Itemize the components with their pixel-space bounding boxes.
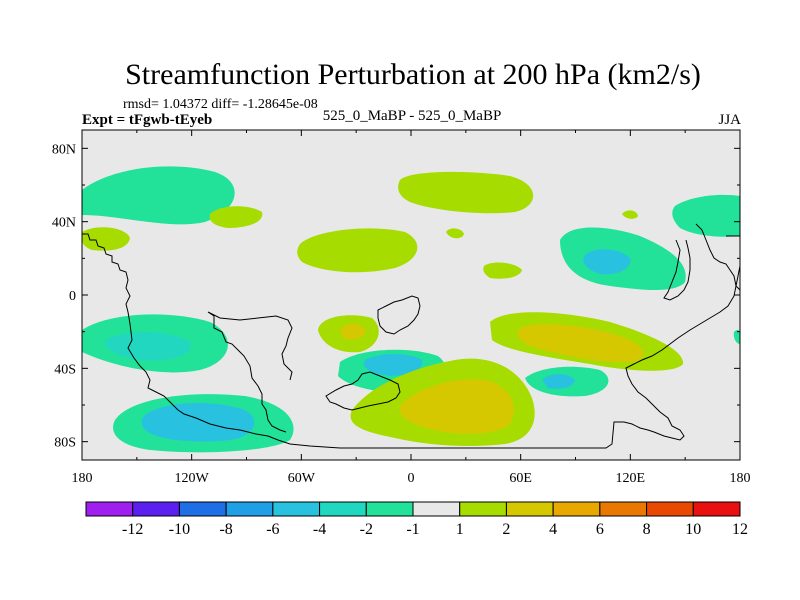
contour-east-edge [733, 329, 740, 344]
axes: 180 120W 60W 0 60E 120E 180 80N 40N 0 40S 80S [52, 130, 751, 486]
colorbar-swatch [459, 501, 507, 517]
colorbar-swatch [319, 501, 367, 517]
colorbar-swatch [132, 501, 180, 517]
contour-sc-core [363, 354, 423, 376]
colorbar-label: -12 [122, 521, 143, 538]
coast-central-continent [207, 311, 293, 433]
plot-area [82, 130, 740, 460]
colorbar-label: -1 [406, 521, 419, 538]
colorbar-label: -8 [219, 521, 232, 538]
contour-n-central [297, 228, 418, 273]
contours-positive [82, 171, 684, 446]
colorbar-label: 10 [685, 521, 701, 538]
colorbar-label: 6 [596, 521, 604, 538]
x-tick-label: 120E [616, 471, 646, 486]
colorbar-label: 12 [732, 521, 748, 538]
colorbar: -12 -10 -8 -6 -4 -2 -1 1 2 4 6 8 10 12 [85, 501, 748, 538]
coast-nw-landmass [82, 233, 740, 449]
contour-se-core [542, 374, 575, 389]
colorbar-label: -6 [266, 521, 279, 538]
colorbar-swatch [412, 501, 461, 517]
contour-nw-small [209, 206, 263, 228]
colorbar-swatch [178, 501, 227, 517]
x-tick-label: 180 [730, 471, 751, 486]
colorbar-swatch [599, 501, 648, 517]
contour-equator-east [483, 262, 522, 279]
contour-west-edge [82, 227, 130, 251]
x-tick-label: 180 [72, 471, 93, 486]
contour-ne-corner [672, 194, 740, 237]
colorbar-label: -4 [313, 521, 326, 538]
colorbar-label: 4 [549, 521, 557, 538]
stats-label: rmsd= 1.04372 diff= -1.28645e-08 [123, 97, 318, 112]
colorbar-swatch [85, 501, 134, 517]
contour-equator-dot [446, 228, 464, 239]
colorbar-label: 8 [643, 521, 651, 538]
contour-s-polar-core [141, 403, 255, 442]
coastlines [82, 223, 740, 449]
y-tick-label: 0 [69, 289, 76, 304]
coast-ne-continent [663, 223, 740, 301]
colorbar-swatch [646, 501, 694, 517]
contour-nw-band [82, 166, 235, 225]
colorbar-swatch [505, 501, 554, 517]
contour-s-central-core [340, 324, 366, 340]
x-tick-label: 120W [175, 471, 210, 486]
y-tick-label: 40S [54, 362, 76, 377]
colorbar-label: -2 [360, 521, 373, 538]
colorbar-swatch [272, 501, 321, 517]
x-tick-label: 0 [408, 471, 415, 486]
contour-n-arctic [398, 171, 534, 214]
contour-ne-small [622, 210, 638, 219]
chart-title: Streamfunction Perturbation at 200 hPa (… [125, 58, 701, 91]
colorbar-swatch [365, 501, 414, 517]
colorbar-swatch [692, 501, 741, 517]
colorbar-label: 2 [502, 521, 510, 538]
colorbar-label: 1 [456, 521, 464, 538]
experiment-label: Expt = tFgwb-tEyeb [82, 112, 212, 128]
contour-ne-pacific-core [583, 249, 631, 275]
coast-north-arc [377, 295, 421, 335]
coast-central-island [325, 371, 401, 411]
colorbar-label: -10 [169, 521, 190, 538]
y-tick-label: 80S [54, 436, 76, 451]
contour-sw-core [104, 331, 191, 361]
contour-s-east-core [517, 324, 644, 363]
y-tick-label: 80N [52, 142, 76, 157]
colorbar-swatch [225, 501, 274, 517]
x-tick-label: 60W [288, 471, 316, 486]
x-tick-label: 60E [509, 471, 532, 486]
colorbar-swatch [552, 501, 601, 517]
contour-s-atlantic-core [399, 379, 514, 434]
y-tick-label: 40N [52, 216, 76, 231]
subtitle-label: 525_0_MaBP - 525_0_MaBP [323, 108, 502, 124]
season-label: JJA [718, 112, 741, 128]
